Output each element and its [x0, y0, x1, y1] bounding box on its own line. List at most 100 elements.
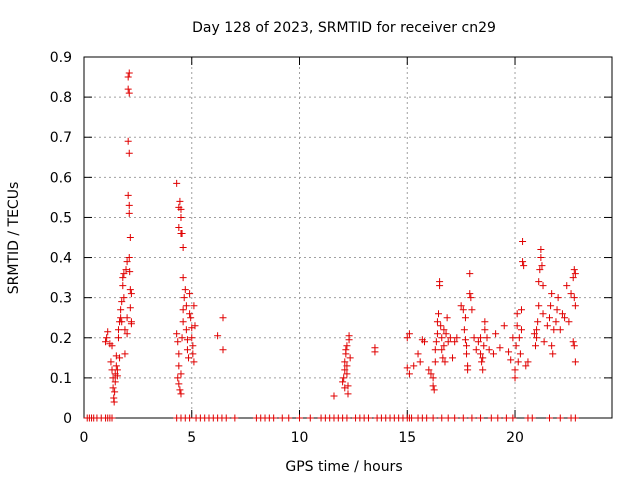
- data-point: [514, 358, 522, 366]
- data-point: [285, 414, 293, 422]
- data-point: [546, 414, 554, 422]
- data-point: [340, 374, 348, 382]
- data-point: [438, 346, 446, 354]
- data-point: [535, 278, 543, 286]
- data-point: [190, 358, 198, 366]
- data-point: [546, 314, 554, 322]
- data-point: [182, 326, 190, 334]
- data-point: [438, 334, 446, 342]
- data-point: [530, 330, 538, 338]
- y-tick-label: 0.4: [50, 251, 72, 267]
- data-point: [180, 294, 188, 302]
- data-point: [436, 282, 444, 290]
- data-point: [116, 354, 124, 362]
- x-tick-label: 20: [506, 430, 524, 446]
- data-point: [538, 262, 546, 270]
- data-point: [114, 326, 122, 334]
- data-point: [346, 354, 354, 362]
- chart-title: Day 128 of 2023, SRMTID for receiver cn2…: [192, 20, 496, 36]
- data-point: [341, 358, 349, 366]
- data-point: [222, 414, 230, 422]
- data-point: [124, 85, 132, 93]
- data-point: [533, 334, 541, 342]
- data-point: [548, 290, 556, 298]
- data-point: [179, 306, 187, 314]
- data-point: [111, 378, 119, 386]
- y-tick-label: 0.8: [50, 90, 72, 106]
- data-point: [121, 350, 129, 358]
- data-point: [343, 414, 351, 422]
- data-point: [464, 366, 472, 374]
- data-point: [461, 336, 469, 344]
- y-tick-label: 0.9: [50, 50, 72, 66]
- data-point: [429, 414, 437, 422]
- x-tick-label: 0: [80, 430, 89, 446]
- data-point: [466, 290, 474, 298]
- data-point: [446, 334, 454, 342]
- data-point: [483, 334, 491, 342]
- data-point: [437, 322, 445, 330]
- data-point: [502, 414, 510, 422]
- data-point: [567, 290, 575, 298]
- data-point: [117, 306, 125, 314]
- data-point: [429, 374, 437, 382]
- data-point: [188, 334, 196, 342]
- data-point: [122, 266, 130, 274]
- data-point: [494, 414, 502, 422]
- data-point: [539, 310, 547, 318]
- data-point: [459, 414, 467, 422]
- data-point: [556, 326, 564, 334]
- data-point: [175, 380, 183, 388]
- data-point: [403, 334, 411, 342]
- data-point: [554, 294, 562, 302]
- data-point: [175, 362, 183, 370]
- data-point: [174, 338, 182, 346]
- data-point: [480, 342, 488, 350]
- data-point: [176, 197, 184, 205]
- data-point: [102, 338, 110, 346]
- data-point: [177, 213, 185, 221]
- data-point: [467, 294, 475, 302]
- data-point: [371, 344, 379, 352]
- data-point: [177, 205, 185, 213]
- y-tick-label: 0.1: [50, 371, 72, 387]
- data-point: [103, 334, 111, 342]
- data-point: [460, 326, 468, 334]
- data-point: [182, 302, 190, 310]
- data-point: [439, 354, 447, 362]
- data-point: [431, 346, 439, 354]
- data-point: [179, 244, 187, 252]
- data-point: [511, 374, 519, 382]
- data-point: [571, 302, 579, 310]
- x-tick-labels: 0 5 10 15 20: [80, 430, 524, 446]
- data-point: [175, 350, 183, 358]
- y-tick-label: 0.7: [50, 130, 72, 146]
- data-point: [449, 354, 457, 362]
- data-point: [539, 282, 547, 290]
- data-point: [489, 350, 497, 358]
- data-point: [231, 414, 239, 422]
- data-point: [127, 318, 135, 326]
- data-point: [403, 364, 411, 372]
- data-point: [540, 338, 548, 346]
- data-point: [466, 270, 474, 278]
- data-point: [517, 326, 525, 334]
- data-point: [481, 326, 489, 334]
- data-point: [123, 330, 131, 338]
- data-point: [463, 342, 471, 350]
- data-point: [570, 266, 578, 274]
- data-point: [185, 354, 193, 362]
- data-point: [571, 414, 579, 422]
- data-point: [343, 342, 351, 350]
- data-point: [534, 318, 542, 326]
- data-point: [519, 258, 527, 266]
- data-point: [477, 414, 485, 422]
- x-tick-label: 5: [187, 430, 196, 446]
- data-point: [173, 330, 181, 338]
- data-point: [461, 314, 469, 322]
- data-point: [561, 314, 569, 322]
- data-point: [120, 270, 128, 278]
- data-point: [496, 344, 504, 352]
- data-point: [463, 350, 471, 358]
